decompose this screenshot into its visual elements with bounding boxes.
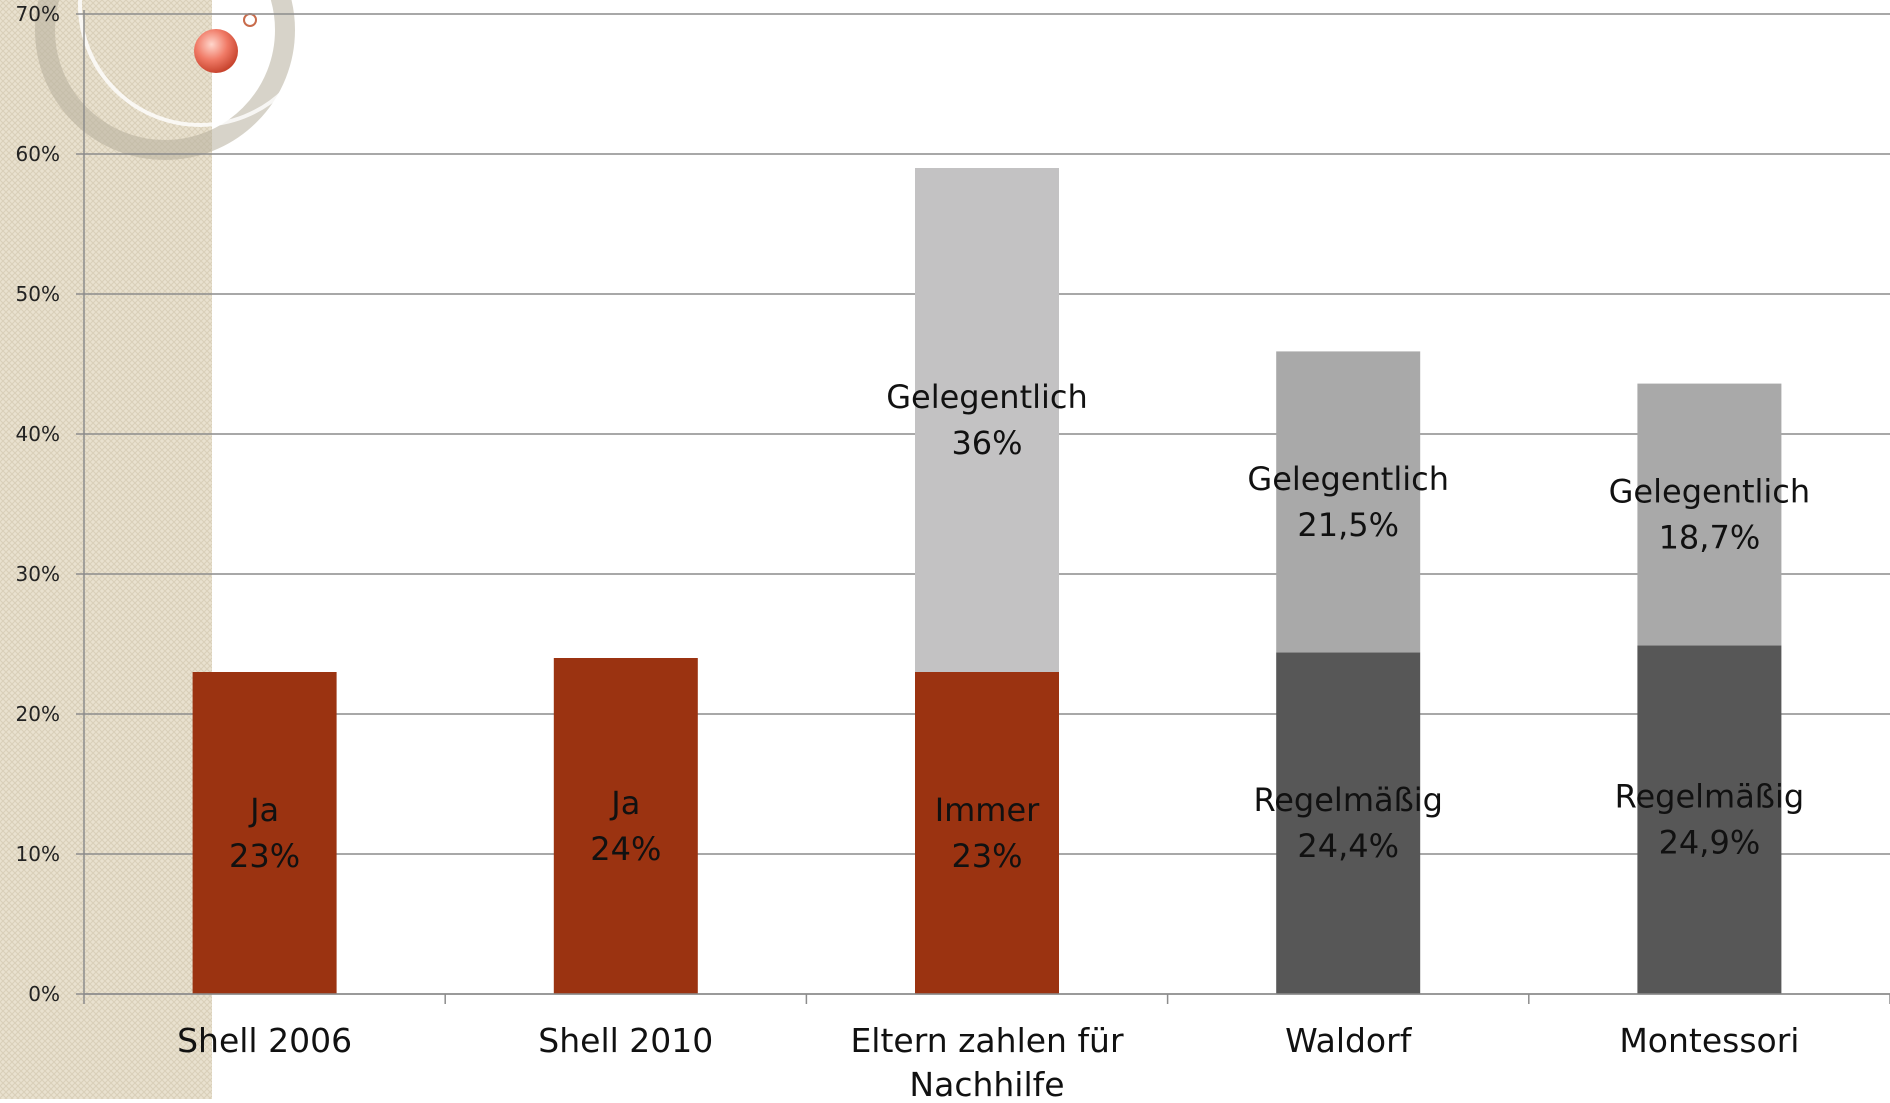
x-category-label: Montessori bbox=[1619, 1021, 1799, 1060]
data-label: Immer bbox=[935, 791, 1040, 829]
bar-segment bbox=[1637, 383, 1782, 646]
bar-segment bbox=[1276, 351, 1421, 653]
data-label: 36% bbox=[951, 424, 1022, 462]
data-label: 21,5% bbox=[1297, 506, 1399, 544]
data-label: Regelmäßig bbox=[1253, 781, 1443, 819]
bar-segment bbox=[1276, 652, 1421, 994]
data-label: Gelegentlich bbox=[1609, 473, 1811, 511]
x-category-label: Eltern zahlen für bbox=[850, 1021, 1124, 1060]
x-category-label: Nachhilfe bbox=[909, 1065, 1064, 1099]
data-label: Gelegentlich bbox=[886, 378, 1088, 416]
y-tick-label: 20% bbox=[16, 702, 60, 726]
bar-segment bbox=[192, 672, 337, 994]
data-label: 24,4% bbox=[1297, 827, 1399, 865]
data-label: Ja bbox=[609, 784, 640, 822]
y-tick-label: 50% bbox=[16, 282, 60, 306]
x-category-label: Shell 2010 bbox=[538, 1021, 713, 1060]
data-label: 23% bbox=[951, 837, 1022, 875]
data-label: Gelegentlich bbox=[1247, 460, 1449, 498]
y-tick-label: 0% bbox=[28, 982, 60, 1006]
axes bbox=[83, 10, 1890, 1004]
y-tick-label: 40% bbox=[16, 422, 60, 446]
decor-ball bbox=[194, 29, 238, 73]
data-label: 18,7% bbox=[1659, 519, 1761, 557]
bars bbox=[192, 168, 1782, 994]
x-category-label: Waldorf bbox=[1285, 1021, 1413, 1060]
bar-segment bbox=[915, 672, 1059, 994]
x-category-label: Shell 2006 bbox=[177, 1021, 352, 1060]
data-label: Regelmäßig bbox=[1615, 778, 1805, 816]
bar-segment bbox=[915, 168, 1059, 672]
y-tick-label: 30% bbox=[16, 562, 60, 586]
data-label: 23% bbox=[229, 837, 300, 875]
y-tick-label: 70% bbox=[16, 2, 60, 26]
linen-strip bbox=[0, 0, 212, 1099]
y-tick-label: 10% bbox=[16, 842, 60, 866]
labels: 0% 10% 20% 30% 40% 50% 60% 70% Ja 23% Shell 2006 Ja… bbox=[16, 2, 1811, 1103]
decorative-background bbox=[0, 0, 322, 1099]
data-label: 24,9% bbox=[1659, 824, 1761, 862]
decor-small-ring bbox=[243, 13, 257, 27]
data-label: 24% bbox=[590, 830, 661, 868]
bar-segment bbox=[553, 658, 698, 994]
bar-segment bbox=[1637, 645, 1782, 994]
decor-ring bbox=[35, 0, 295, 160]
data-label: Ja bbox=[248, 791, 279, 829]
y-tick-label: 60% bbox=[16, 142, 60, 166]
decor-ring-highlight bbox=[78, 0, 322, 127]
